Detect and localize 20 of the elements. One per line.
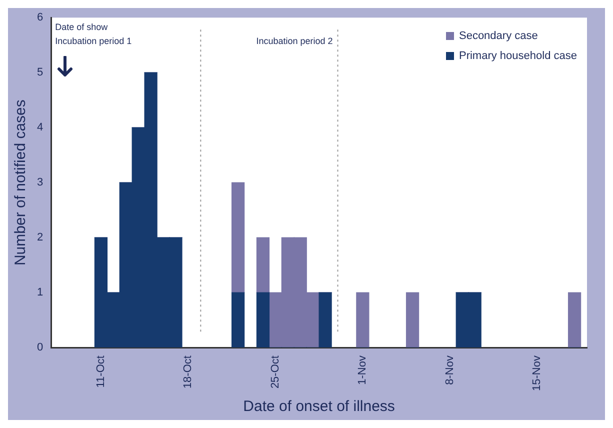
annotation: Date of show	[55, 22, 108, 32]
legend-label: Secondary case	[458, 30, 538, 42]
x-tick-label: 18-Oct	[182, 356, 194, 389]
ref-line-label: Incubation period 2	[256, 36, 333, 46]
y-tick-label: 0	[36, 342, 44, 354]
x-tick-label: 1-Nov	[356, 355, 369, 385]
y-tick-label: 3	[36, 176, 44, 189]
annotation: Incubation period 1	[55, 36, 132, 46]
x-tick-label: 11-Oct	[95, 356, 107, 388]
y-tick-label: 5	[36, 66, 44, 79]
y-tick-label: 2	[36, 232, 44, 244]
y-tick-label: 6	[36, 12, 44, 24]
legend-label: Primary household case	[458, 50, 577, 62]
x-axis-title: Date of onset of illness	[243, 398, 395, 416]
x-tick-label: 15-Nov	[531, 355, 544, 392]
y-tick-label: 1	[36, 286, 44, 299]
y-tick-label: 4	[36, 122, 44, 134]
y-axis-title: Number of notified cases	[12, 100, 30, 266]
x-tick-label: 25-Oct	[269, 356, 282, 389]
x-tick-label: 8-Nov	[444, 355, 456, 385]
